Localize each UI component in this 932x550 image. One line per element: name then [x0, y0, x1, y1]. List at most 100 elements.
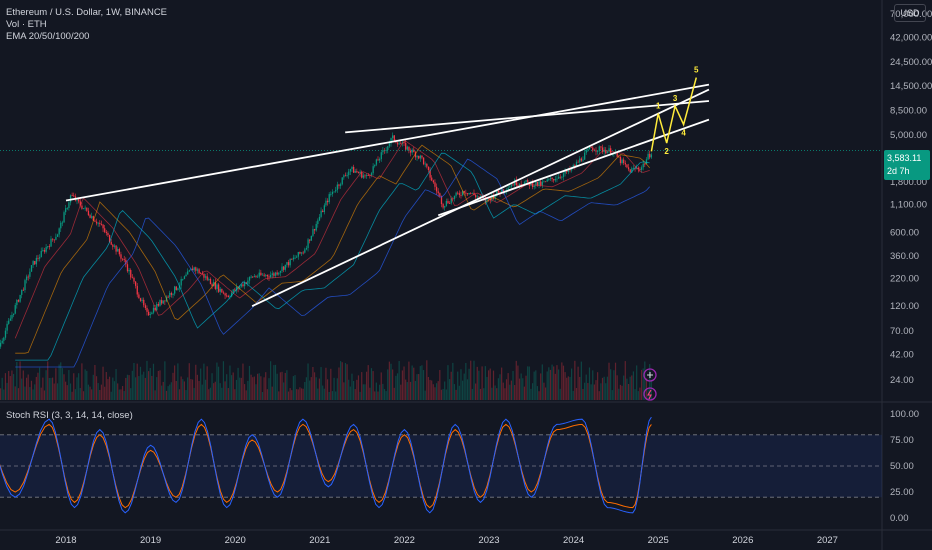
volume-bar: [595, 380, 597, 400]
candle-body: [546, 179, 548, 182]
candle-body: [585, 150, 587, 153]
candle-body: [468, 192, 470, 195]
volume-bar: [258, 373, 260, 400]
candle-body: [608, 148, 610, 152]
candle-body: [14, 305, 16, 314]
volume-bar: [299, 387, 301, 400]
ema-legend[interactable]: EMA 20/50/100/200: [6, 31, 90, 42]
candle-body: [139, 298, 142, 301]
volume-bar: [108, 376, 111, 400]
candle-body: [227, 295, 230, 297]
candle-body: [525, 180, 527, 183]
candle-body: [224, 293, 226, 296]
volume-bar: [125, 377, 127, 400]
volume-bar: [118, 389, 120, 400]
volume-bar: [540, 373, 542, 400]
candle-body: [55, 236, 57, 240]
time-tick-label: 2021: [309, 535, 330, 546]
volume-bar: [346, 364, 348, 400]
volume-bar: [305, 377, 308, 400]
candle-body: [575, 161, 578, 167]
volume-bar: [405, 379, 407, 400]
candle-body: [496, 190, 498, 196]
candle-body: [626, 164, 628, 168]
candle-body: [370, 173, 373, 176]
volume-bar: [364, 384, 366, 400]
volume-bar: [448, 379, 451, 400]
volume-bar: [527, 366, 529, 400]
volume-bar: [187, 377, 189, 400]
volume-bar: [649, 364, 651, 400]
stoch-d-line: [0, 423, 652, 509]
volume-bar: [95, 376, 98, 400]
volume-bar: [257, 373, 259, 400]
candle-body: [320, 210, 322, 217]
candle-body: [43, 249, 46, 252]
volume-bar: [123, 391, 125, 400]
volume-bar: [499, 374, 501, 400]
candle-body: [313, 229, 316, 231]
candle-body: [551, 177, 553, 180]
candle-body: [53, 239, 55, 241]
volume-bar: [379, 384, 381, 400]
volume-bar: [38, 367, 41, 400]
candle-body: [48, 246, 51, 248]
volume-bar: [440, 389, 443, 400]
volume-bar: [644, 361, 646, 400]
volume-bar: [463, 373, 465, 400]
volume-bar: [170, 382, 172, 400]
candle-body: [471, 192, 474, 194]
volume-bar: [577, 366, 579, 400]
symbol-legend[interactable]: Ethereum / U.S. Dollar, 1W, BINANCE: [6, 7, 168, 18]
currency-button[interactable]: USD: [894, 4, 926, 22]
volume-bar: [65, 381, 67, 400]
candle-body: [491, 194, 493, 201]
volume-bar: [650, 379, 652, 400]
candle-body: [361, 171, 363, 178]
candle-body: [520, 183, 522, 185]
volume-bar: [460, 369, 462, 400]
candle-body: [623, 159, 625, 164]
trendline: [251, 88, 710, 307]
wave-label-3: 3: [673, 94, 678, 103]
volume-bar: [520, 373, 522, 400]
candle-body: [380, 152, 382, 159]
candle-body: [172, 293, 174, 295]
price-tick-label: 1,100.00: [890, 200, 927, 211]
candle-body: [359, 171, 361, 174]
candle-body: [276, 272, 278, 275]
stoch-legend[interactable]: Stoch RSI (3, 3, 14, 14, close): [6, 410, 133, 421]
candle-body: [283, 266, 285, 270]
volume-bar: [505, 379, 508, 400]
candle-body: [422, 157, 425, 165]
volume-bar: [361, 372, 363, 400]
candle-body: [95, 221, 98, 224]
candle-body: [247, 280, 249, 284]
volume-bar: [0, 388, 2, 400]
price-tick-label: 42,000.00: [890, 32, 932, 43]
volume-legend[interactable]: Vol · ETH: [6, 19, 47, 30]
candle-body: [354, 171, 356, 173]
volume-bar: [465, 362, 467, 400]
volume-bar: [362, 384, 364, 400]
trendline: [65, 83, 710, 202]
candle-body: [3, 337, 5, 341]
candle-body: [120, 254, 122, 259]
candle-body: [427, 166, 430, 170]
candle-body: [605, 150, 607, 154]
candle-body: [260, 272, 262, 276]
volume-bar: [86, 370, 88, 400]
candle-body: [479, 196, 482, 198]
candle-body: [431, 177, 433, 181]
volume-bar: [461, 380, 464, 400]
volume-bar: [339, 361, 342, 400]
volume-bar: [138, 376, 140, 400]
volume-bar: [273, 365, 275, 400]
volume-bar: [37, 372, 39, 400]
candle-body: [348, 171, 350, 176]
candle-body: [440, 196, 443, 205]
candle-body: [533, 185, 535, 188]
volume-bar: [388, 361, 390, 400]
volume-bar: [63, 374, 65, 400]
